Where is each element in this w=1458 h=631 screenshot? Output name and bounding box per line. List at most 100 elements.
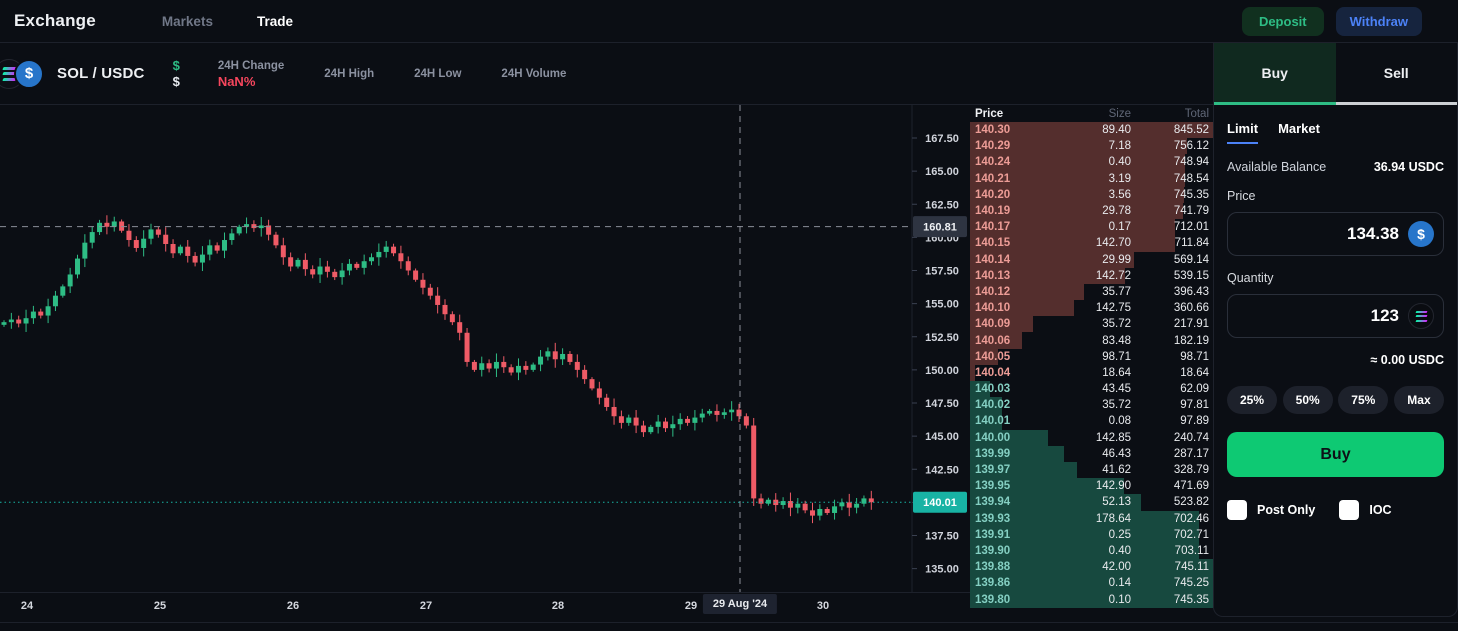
orderbook-bid-row[interactable]: 139.88 42.00 745.11 — [970, 559, 1213, 576]
orderbook-bid-row[interactable]: 140.00 142.85 240.74 — [970, 429, 1213, 446]
orderbook-bid-row[interactable]: 139.93 178.64 702.46 — [970, 510, 1213, 527]
orderbook-bid-row[interactable]: 139.95 142.90 471.69 — [970, 478, 1213, 495]
balance-value: 36.94 USDC — [1373, 160, 1444, 174]
post-only-label: Post Only — [1257, 503, 1316, 517]
orderbook-ask-row[interactable]: 140.19 29.78 741.79 — [970, 202, 1213, 220]
svg-text:162.50: 162.50 — [925, 199, 959, 211]
svg-text:142.50: 142.50 — [925, 464, 959, 476]
price-label: Price — [1227, 189, 1256, 203]
symbol-bar: $ SOL / USDC $ $ 24H Change NaN% 24H High 2… — [0, 43, 1213, 105]
order-options: Post Only IOC — [1227, 500, 1444, 520]
deposit-button[interactable]: Deposit — [1241, 6, 1324, 36]
stat-24h-low: 24H Low — [414, 67, 462, 80]
percent-button-max[interactable]: Max — [1393, 386, 1444, 414]
price-input[interactable]: 134.38 $ — [1227, 212, 1444, 256]
top-bar: Exchange Markets Trade Deposit Withdraw — [0, 0, 1458, 43]
side-tabs: Buy Sell — [1214, 43, 1457, 105]
balance-label: Available Balance — [1227, 160, 1327, 174]
crosshair-time-label: 29 Aug '24 — [702, 594, 778, 614]
svg-text:135.00: 135.00 — [925, 564, 959, 576]
bottom-divider — [0, 622, 1458, 623]
orderbook-ask-row[interactable]: 140.10 142.75 360.66 — [970, 300, 1213, 317]
sol-icon — [1408, 303, 1434, 329]
trade-panel-body: Limit Market Available Balance 36.94 USD… — [1214, 105, 1457, 520]
orderbook-bid-row[interactable]: 139.90 0.40 703.11 — [970, 542, 1213, 560]
submit-buy-button[interactable]: Buy — [1227, 432, 1444, 477]
orderbook-bid-row[interactable]: 139.91 0.25 702.71 — [970, 526, 1213, 543]
price-value[interactable]: 134.38 — [1347, 224, 1399, 243]
pair-icons: $ — [0, 58, 44, 89]
orderbook-ask-row[interactable]: 140.04 18.64 18.64 — [970, 364, 1213, 381]
orderbook-ask-row[interactable]: 140.17 0.17 712.01 — [970, 219, 1213, 236]
app-logo: Exchange — [14, 11, 96, 30]
stat-24h-change: 24H Change NaN% — [217, 59, 285, 89]
svg-text:160.81: 160.81 — [923, 222, 957, 234]
order-book-rows: 140.30 89.40 845.52 140.29 7.18 756.12 140.24 0… — [970, 122, 1213, 608]
orderbook-ask-row[interactable]: 140.05 98.71 98.71 — [970, 348, 1213, 365]
orderbook-bid-row[interactable]: 139.99 46.43 287.17 — [970, 445, 1213, 462]
usdc-icon: $ — [1408, 221, 1434, 247]
orderbook-ask-row[interactable]: 140.15 142.70 711.84 — [970, 235, 1213, 252]
tab-limit[interactable]: Limit — [1227, 121, 1259, 144]
svg-text:140.01: 140.01 — [923, 497, 957, 509]
buy-tab[interactable]: Buy — [1214, 43, 1336, 105]
nav-item-trade[interactable]: Trade — [256, 13, 293, 29]
sell-tab[interactable]: Sell — [1335, 43, 1457, 105]
withdraw-button[interactable]: Withdraw — [1335, 6, 1422, 36]
quantity-label: Quantity — [1227, 271, 1274, 285]
pair-name[interactable]: SOL / USDC — [57, 65, 145, 82]
ticker-price-down: $ — [172, 73, 180, 89]
svg-text:147.50: 147.50 — [925, 398, 959, 410]
time-tick-24: 24 — [20, 600, 34, 612]
nav-item-markets[interactable]: Markets — [161, 13, 213, 29]
orderbook-ask-row[interactable]: 140.21 3.19 748.54 — [970, 170, 1213, 187]
orderbook-ask-row[interactable]: 140.14 29.99 569.14 — [970, 251, 1213, 268]
orderbook-ask-row[interactable]: 140.24 0.40 748.94 — [970, 154, 1213, 171]
percent-buttons: 25% 50% 75% Max — [1227, 386, 1444, 414]
ioc-label: IOC — [1369, 503, 1392, 517]
orderbook-bid-row[interactable]: 140.03 43.45 62.09 — [970, 381, 1213, 398]
time-axis[interactable]: 24 25 26 27 28 29 30 29 Aug '24 — [0, 592, 970, 622]
main-nav: Markets Trade — [162, 14, 293, 29]
quantity-input[interactable]: 123 — [1227, 294, 1444, 338]
tab-market[interactable]: Market — [1278, 121, 1320, 136]
svg-text:152.50: 152.50 — [925, 332, 959, 344]
orderbook-ask-row[interactable]: 140.09 35.72 217.91 — [970, 316, 1213, 333]
symbol-stats: 24H Change NaN% 24H High 24H Low 24H Volume — [218, 58, 567, 90]
time-tick-28: 28 — [551, 600, 565, 612]
svg-text:145.00: 145.00 — [925, 431, 959, 443]
orderbook-bid-row[interactable]: 139.97 41.62 328.79 — [970, 461, 1213, 479]
stat-24h-high: 24H High — [324, 67, 375, 80]
post-only-checkbox[interactable] — [1227, 500, 1247, 520]
stat-24h-volume: 24H Volume — [501, 67, 567, 80]
orderbook-ask-row[interactable]: 140.29 7.18 756.12 — [970, 138, 1213, 155]
orderbook-ask-row[interactable]: 140.06 83.48 182.19 — [970, 332, 1213, 349]
orderbook-bid-row[interactable]: 140.01 0.08 97.89 — [970, 413, 1213, 430]
order-book-header: Price Size Total — [970, 105, 1213, 122]
orderbook-bid-row[interactable]: 140.02 35.72 97.81 — [970, 397, 1213, 414]
orderbook-ask-row[interactable]: 140.12 35.77 396.43 — [970, 283, 1213, 301]
candlestick-chart[interactable]: 167.50165.00162.50160.00157.50155.00152.… — [0, 105, 970, 592]
order-estimate: ≈ 0.00 USDC — [1370, 353, 1444, 367]
time-tick-30: 30 — [816, 600, 830, 612]
trade-panel: Buy Sell Limit Market Available Balance … — [1213, 43, 1458, 617]
order-book: Price Size Total 140.30 89.40 845.52 140.29… — [970, 105, 1213, 613]
orderbook-ask-row[interactable]: 140.20 3.56 745.35 — [970, 186, 1213, 203]
svg-text:150.00: 150.00 — [925, 365, 959, 377]
orderbook-bid-row[interactable]: 139.94 52.13 523.82 — [970, 494, 1213, 511]
orderbook-col-total: Total — [1184, 107, 1209, 120]
usdc-icon: $ — [14, 58, 44, 89]
ticker-price: $ $ — [173, 58, 180, 90]
percent-button-75[interactable]: 75% — [1338, 386, 1389, 414]
orderbook-ask-row[interactable]: 140.13 142.72 539.15 — [970, 267, 1213, 284]
percent-button-50[interactable]: 50% — [1282, 386, 1333, 414]
quantity-value[interactable]: 123 — [1370, 306, 1399, 325]
svg-text:137.50: 137.50 — [925, 531, 959, 543]
orderbook-ask-row[interactable]: 140.30 89.40 845.52 — [970, 122, 1213, 139]
ioc-checkbox[interactable] — [1339, 500, 1360, 520]
orderbook-col-size: Size — [1108, 107, 1131, 120]
time-tick-26: 26 — [286, 600, 300, 612]
percent-button-25[interactable]: 25% — [1227, 386, 1277, 414]
orderbook-bid-row[interactable]: 139.86 0.14 745.25 — [970, 575, 1213, 592]
orderbook-bid-row[interactable]: 139.80 0.10 745.35 — [970, 591, 1213, 608]
